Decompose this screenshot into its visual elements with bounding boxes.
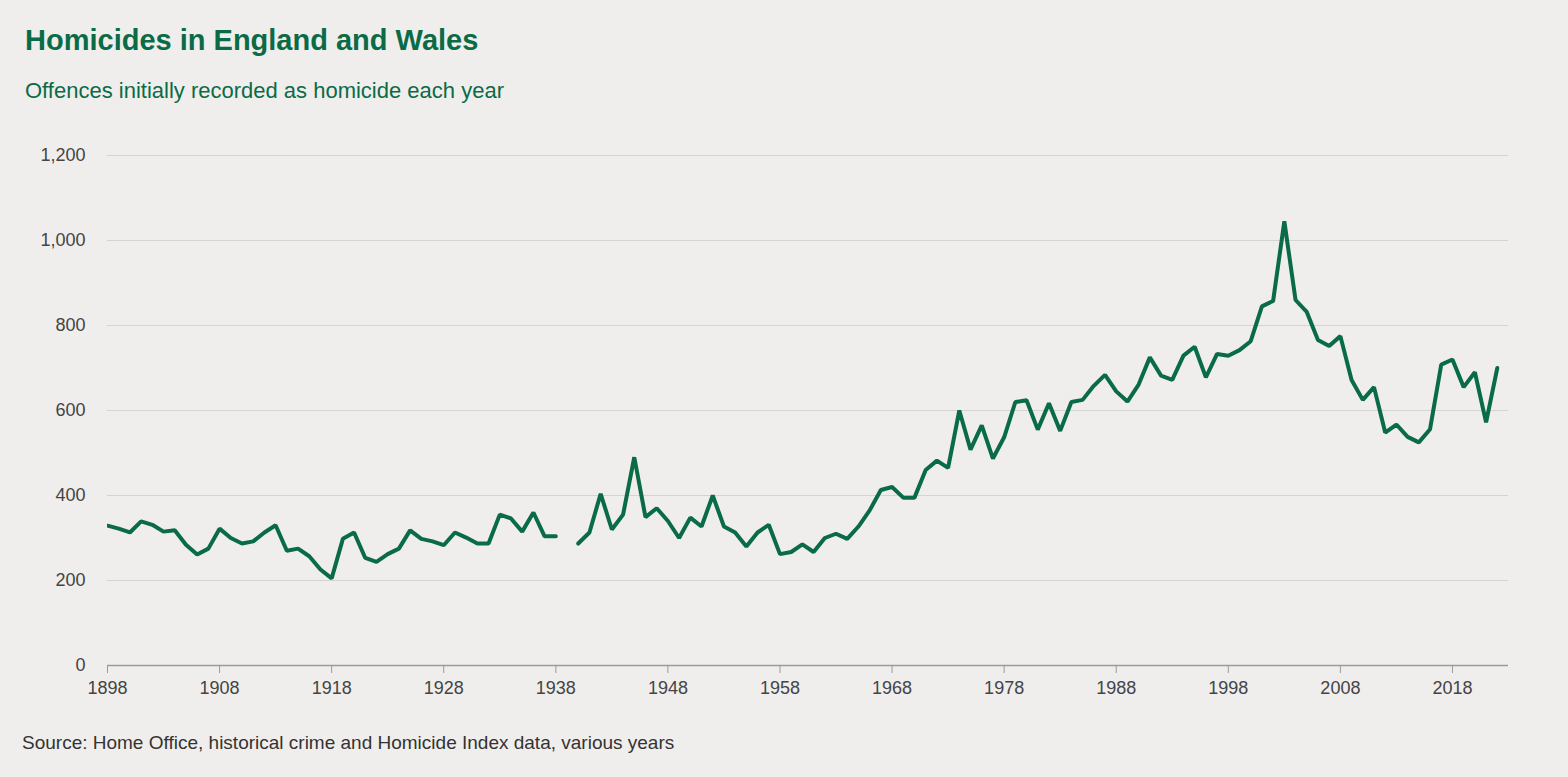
svg-text:2018: 2018	[1432, 678, 1472, 698]
svg-text:800: 800	[55, 315, 85, 335]
html-text:Source: Home Office, historica: Source: Home Office, historical crime an…	[22, 732, 675, 753]
svg-text:1928: 1928	[424, 678, 464, 698]
svg-text:1918: 1918	[312, 678, 352, 698]
svg-text:1948: 1948	[648, 678, 688, 698]
svg-text:200: 200	[55, 570, 85, 590]
svg-text:1958: 1958	[760, 678, 800, 698]
svg-text:1968: 1968	[872, 678, 912, 698]
svg-text:1898: 1898	[87, 678, 127, 698]
svg-text:1938: 1938	[536, 678, 576, 698]
svg-text:1908: 1908	[200, 678, 240, 698]
svg-text:1,200: 1,200	[40, 145, 85, 165]
svg-text:1988: 1988	[1096, 678, 1136, 698]
svg-text:400: 400	[55, 485, 85, 505]
svg-text:600: 600	[55, 400, 85, 420]
svg-text:1,000: 1,000	[40, 230, 85, 250]
svg-text:0: 0	[75, 655, 85, 675]
svg-text:1998: 1998	[1208, 678, 1248, 698]
html-text:Homicides in England and Wales: Homicides in England and Wales	[25, 24, 479, 56]
svg-text:2008: 2008	[1320, 678, 1360, 698]
svg-text:1978: 1978	[984, 678, 1024, 698]
html-text:Offences initially recorded as: Offences initially recorded as homicide …	[25, 78, 504, 103]
